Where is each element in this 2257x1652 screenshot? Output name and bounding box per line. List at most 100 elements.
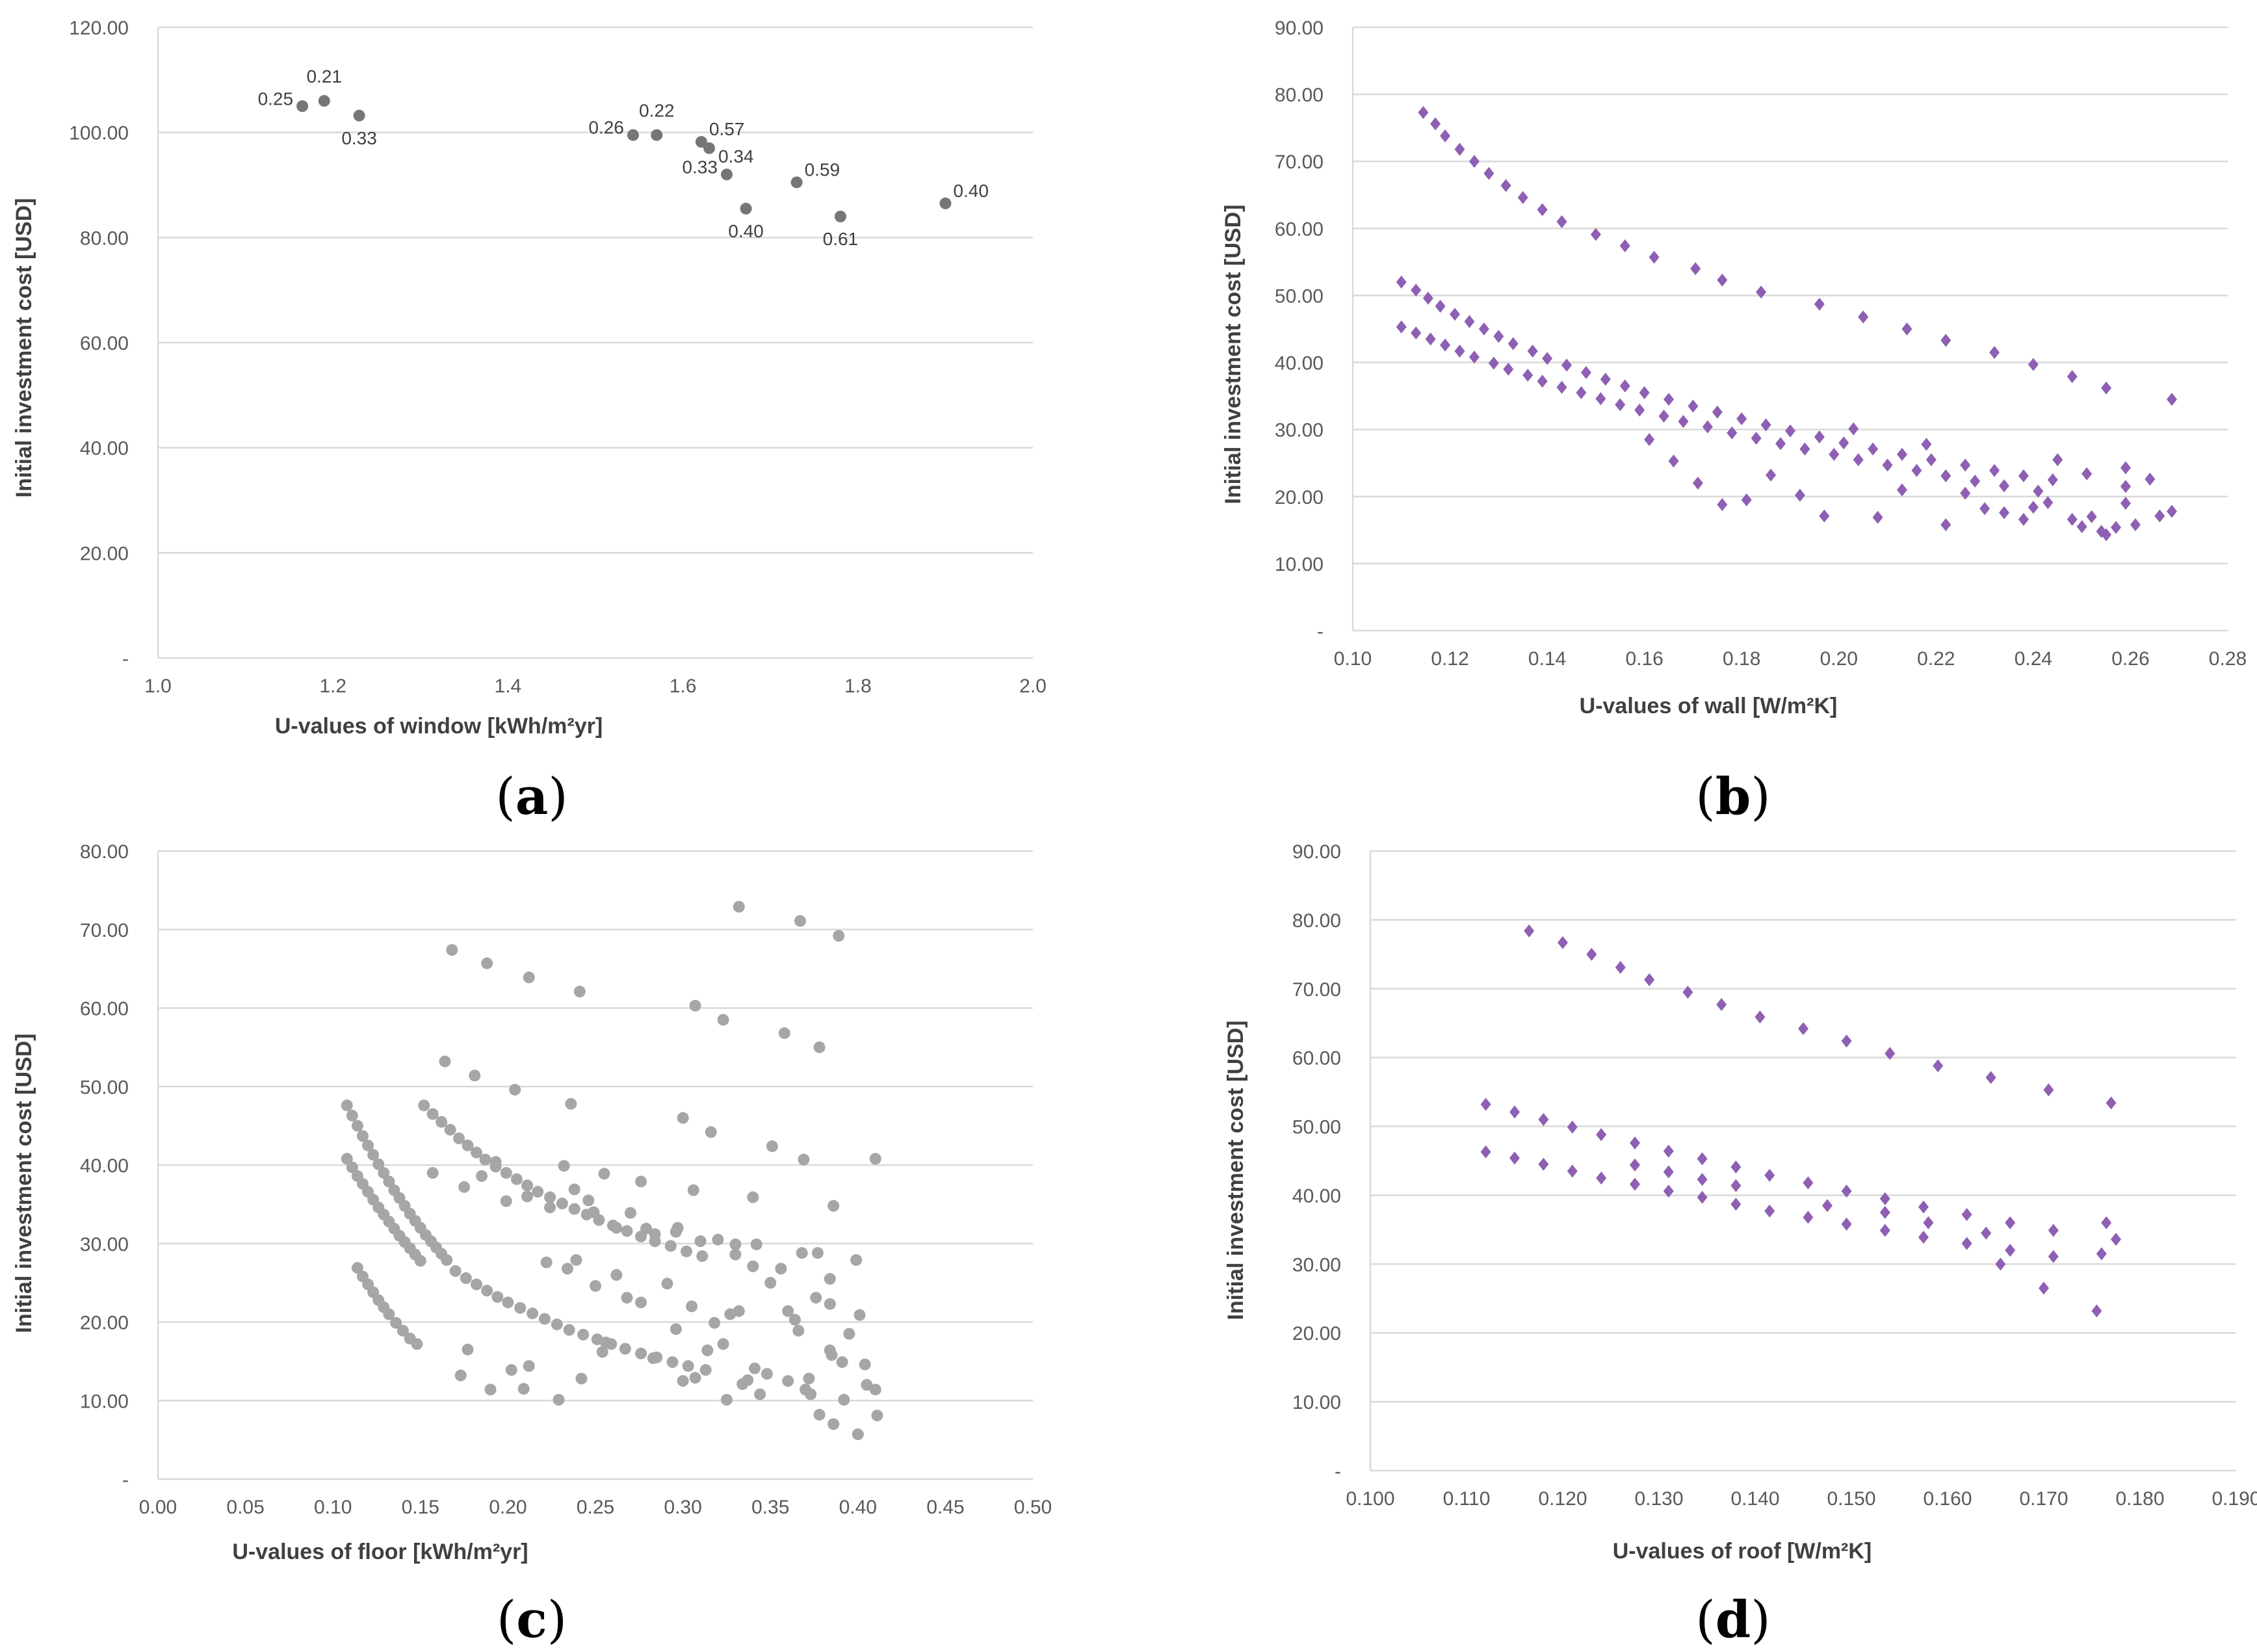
chart-d-data-point — [1822, 1199, 1833, 1213]
chart-c-y-tick-label: 60.00 — [80, 999, 129, 1020]
chart-d-x-tick-label: 0.150 — [1827, 1488, 1875, 1510]
chart-d-data-point — [2039, 1281, 2049, 1295]
chart-b-data-point — [1507, 337, 1519, 350]
chart-d-data-point — [1567, 1120, 1578, 1134]
chart-d-data-point — [1730, 1179, 1742, 1192]
chart-b-data-point — [1537, 374, 1548, 388]
chart-c-data-point — [568, 1203, 581, 1215]
chart-c-data-point — [686, 1300, 698, 1313]
chart-b-x-tick-label: 0.18 — [1723, 648, 1760, 670]
chart-c-x-tick-label: 0.25 — [577, 1497, 614, 1518]
chart-d-panel-label-open: ( — [1695, 1591, 1715, 1649]
chart-d-x-tick-labels: 0.100 0.110 0.120 0.130 0.140 0.150 0.160 0.170… — [1346, 1488, 2257, 1510]
chart-c-data-point — [565, 1097, 577, 1110]
chart-d-data-points — [1480, 924, 2121, 1318]
chart-d-data-point — [1596, 1128, 1607, 1142]
chart-b-y-tick-label: 30.00 — [1275, 420, 1324, 441]
chart-a-data-point — [834, 211, 846, 222]
chart-d-data-point — [1630, 1177, 1640, 1191]
chart-c-data-point — [439, 1055, 451, 1068]
chart-b-data-point — [1483, 166, 1494, 180]
chart-b-data-point — [2111, 521, 2122, 534]
chart-b-data-point — [1649, 250, 1660, 264]
chart-b-data-point — [1435, 299, 1446, 313]
chart-b-data-point — [1979, 502, 1990, 516]
chart-c-data-point — [351, 1262, 363, 1274]
chart-c-data-point — [670, 1226, 682, 1238]
chart-b: - 10.00 20.00 30.00 40.00 50.00 60.00 70.00 80.0… — [1221, 18, 2247, 826]
chart-d-data-point — [1981, 1226, 1992, 1240]
chart-a-x-tick-label: 1.0 — [144, 675, 172, 697]
chart-d-data-point — [1663, 1144, 1674, 1158]
chart-c-data-point — [521, 1190, 534, 1203]
chart-c-data-point — [544, 1201, 556, 1214]
chart-c-data-point — [666, 1356, 679, 1369]
chart-c-data-point — [575, 1372, 588, 1385]
chart-a-data-label: 0.33 — [682, 157, 718, 177]
chart-c-data-point — [803, 1372, 815, 1385]
chart-b-data-point — [1999, 479, 2010, 493]
chart-c-data-point — [634, 1347, 647, 1359]
chart-d: - 10.00 20.00 30.00 40.00 50.00 60.00 70.00 80.0… — [1223, 841, 2257, 1649]
chart-a-y-tick-label: - — [122, 648, 129, 670]
chart-b-data-point — [1556, 215, 1567, 229]
chart-d-panel-label: (d) — [1695, 1590, 1770, 1649]
chart-b-data-point — [1712, 405, 1723, 419]
chart-a-y-tick-label: 60.00 — [80, 333, 129, 354]
chart-c-data-point — [782, 1375, 794, 1387]
chart-d-data-point — [1697, 1190, 1708, 1204]
chart-c-data-point — [460, 1272, 472, 1284]
chart-b-data-point — [1678, 415, 1689, 428]
chart-b-data-point — [1464, 315, 1475, 328]
chart-a-x-tick-label: 1.8 — [844, 675, 872, 697]
chart-a-y-tick-label: 100.00 — [69, 123, 129, 144]
chart-b-data-point — [1634, 403, 1645, 417]
chart-c-data-point — [649, 1228, 661, 1240]
chart-c-data-point — [729, 1248, 742, 1261]
chart-b-data-point — [2028, 501, 2039, 514]
chart-b-data-point — [1819, 509, 1830, 523]
chart-c-data-point — [481, 957, 493, 969]
chart-b-data-point — [1663, 393, 1675, 406]
chart-b-x-axis-label: U-values of wall [W/m²K] — [1580, 694, 1838, 718]
chart-d-y-axis-label: Initial investment cost [USD] — [1223, 1021, 1248, 1320]
chart-c-data-point — [454, 1369, 467, 1382]
chart-d-x-tick-label: 0.160 — [1923, 1488, 1972, 1510]
chart-c-data-point — [449, 1265, 462, 1278]
chart-b-y-tick-label: 80.00 — [1275, 85, 1324, 106]
chart-a-panel-label: (a) — [495, 767, 568, 826]
chart-c-x-tick-label: 0.00 — [139, 1497, 177, 1518]
chart-c-y-tick-label: 10.00 — [80, 1391, 129, 1412]
chart-c-data-point — [436, 1116, 448, 1128]
chart-c-data-point — [705, 1126, 717, 1138]
chart-d-data-point — [1480, 1145, 1491, 1159]
chart-d-data-point — [1798, 1022, 1808, 1036]
chart-c-x-tick-label: 0.45 — [926, 1497, 964, 1518]
chart-b-data-point — [1858, 310, 1869, 324]
chart-c-y-tick-label: 30.00 — [80, 1234, 129, 1255]
chart-a-data-point — [318, 95, 330, 107]
chart-d-data-point — [1755, 1010, 1766, 1024]
chart-c-data-point — [411, 1338, 423, 1350]
chart-c-data-point — [733, 900, 745, 913]
chart-d-data-point — [1586, 947, 1597, 961]
chart-c-data-point — [444, 1123, 456, 1136]
chart-b-data-points — [1396, 105, 2178, 542]
chart-b-data-point — [1853, 453, 1864, 467]
chart-b-data-point — [1418, 105, 1429, 119]
chart-c-data-point — [540, 1256, 553, 1268]
chart-b-data-point — [1989, 464, 2000, 477]
chart-b-data-point — [1741, 493, 1752, 506]
chart-a-data-point — [720, 168, 733, 181]
chart-a-data-label: 0.26 — [588, 118, 624, 138]
chart-c-data-point — [680, 1245, 692, 1257]
chart-d-y-tick-label: 40.00 — [1292, 1185, 1341, 1207]
chart-b-data-point — [1430, 117, 1441, 131]
chart-c-data-point — [664, 1240, 677, 1252]
chart-b-data-point — [1537, 203, 1548, 216]
chart-c-data-point — [826, 1349, 838, 1361]
chart-c-data-point — [414, 1255, 426, 1267]
chart-b-y-tick-label: 70.00 — [1275, 151, 1324, 173]
chart-d-y-tick-label: 30.00 — [1292, 1254, 1341, 1276]
chart-b-data-point — [2167, 393, 2178, 406]
